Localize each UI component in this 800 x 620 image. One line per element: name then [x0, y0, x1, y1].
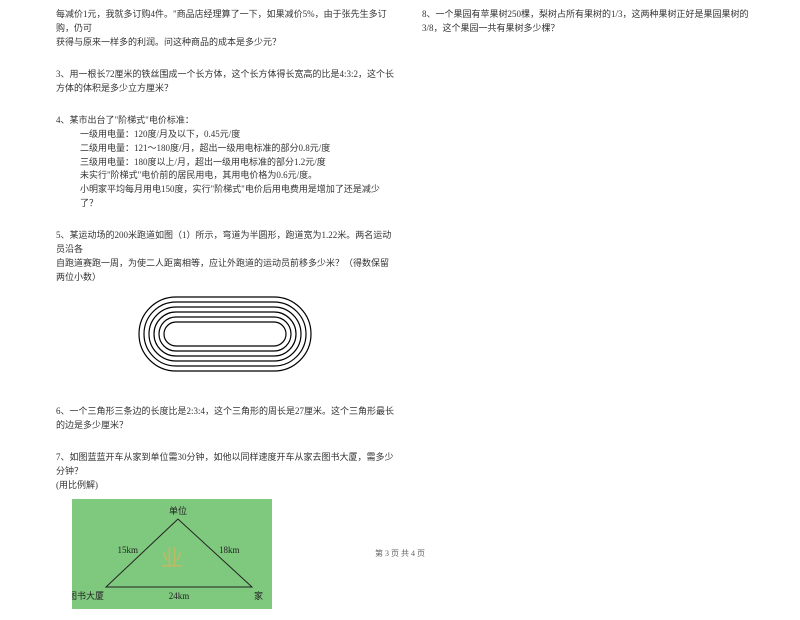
problem-8: 8、一个果园有苹果树250棵，梨树占所有果树的1/3，这两种果树正好是果园果树的… — [422, 8, 760, 36]
text-line: 5、某运动场的200米跑道如图（1）所示，弯道为半圆形，跑道宽为1.22米。两名… — [56, 229, 394, 257]
problem-6: 6、一个三角形三条边的长度比是2:3:4，这个三角形的周长是27厘米。这个三角形… — [56, 405, 394, 433]
svg-text:家: 家 — [254, 590, 263, 601]
text-line: 4、某市出台了"阶梯式"电价标准： — [56, 114, 394, 128]
problem-4: 4、某市出台了"阶梯式"电价标准： 一级用电量：120度/月及以下，0.45元/… — [56, 114, 394, 212]
problem-2: 每减价1元，我就多订购4件。"商品店经理算了一下，如果减价5%，由于张先生多订购… — [56, 8, 394, 50]
text-line: 三级用电量：180度以上/月，超出一级用电标准的部分1.2元/度 — [56, 156, 394, 170]
text-line: 未实行"阶梯式"电价前的居民用电，其用电价格为0.6元/度。 — [56, 169, 394, 183]
text-line: 3、用一根长72厘米的铁丝围成一个长方体，这个长方体得长宽高的比是4:3:2，这… — [56, 68, 394, 96]
problem-7: 7、如图蓝蓝开车从家到单位需30分钟，如他以同样速度开车从家去图书大厦，需多少分… — [56, 451, 394, 620]
text-line: 二级用电量：121～180度/月，超出一级用电标准的部分0.8元/度 — [56, 142, 394, 156]
text-line: 自跑道赛跑一周，为使二人距离相等，应让外跑道的运动员前移多少米？（得数保留两位小… — [56, 257, 394, 285]
text-line: (用比例解) — [56, 479, 394, 493]
text-line: 一级用电量：120度/月及以下，0.45元/度 — [56, 128, 394, 142]
text-line: 每减价1元，我就多订购4件。"商品店经理算了一下，如果减价5%，由于张先生多订购… — [56, 8, 394, 36]
running-track-icon — [135, 293, 315, 375]
page-footer: 第 3 页 共 4 页 — [0, 548, 800, 559]
problem-3: 3、用一根长72厘米的铁丝围成一个长方体，这个长方体得长宽高的比是4:3:2，这… — [56, 68, 394, 96]
text-line: 7、如图蓝蓝开车从家到单位需30分钟，如他以同样速度开车从家去图书大厦，需多少分… — [56, 451, 394, 479]
svg-text:24km: 24km — [169, 591, 190, 601]
text-line: 8、一个果园有苹果树250棵，梨树占所有果树的1/3，这两种果树正好是果园果树的… — [422, 8, 760, 36]
text-line: 获得与原来一样多的利润。问这种商品的成本是多少元？ — [56, 36, 394, 50]
problem-5: 5、某运动场的200米跑道如图（1）所示，弯道为半圆形，跑道宽为1.22米。两名… — [56, 229, 394, 387]
text-line: 6、一个三角形三条边的长度比是2:3:4，这个三角形的周长是27厘米。这个三角形… — [56, 405, 394, 433]
svg-text:单位: 单位 — [169, 505, 187, 516]
track-figure — [56, 293, 394, 375]
text-line: 小明家平均每月用电150度，实行"阶梯式"电价后用电费用是增加了还是减少了？ — [56, 183, 394, 211]
svg-text:图书大厦: 图书大厦 — [72, 590, 104, 601]
